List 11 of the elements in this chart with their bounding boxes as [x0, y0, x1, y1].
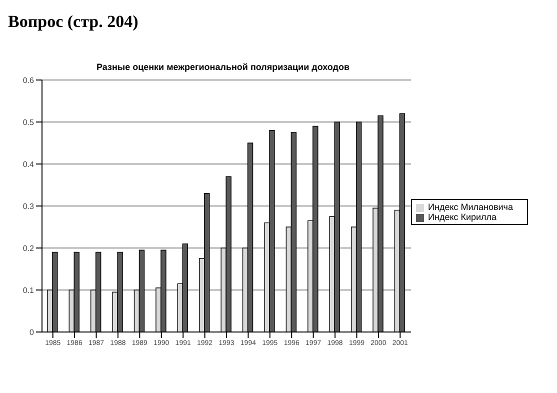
- y-tick-label: 0.2: [22, 244, 35, 253]
- y-tick-label: 0.5: [22, 118, 35, 127]
- y-tick-label: 0.6: [22, 76, 35, 85]
- text: Вопрос (стр. 204): [8, 11, 140, 33]
- y-tick-label: 0.4: [22, 160, 35, 169]
- chart-title: Разные оценки межрегиональной поляризации доходов: [95, 62, 351, 72]
- legend-label: Индекс Милановича: [428, 202, 513, 212]
- y-tick-label: 0.3: [22, 202, 35, 211]
- legend-label: Индекс Кирилла: [428, 212, 497, 222]
- y-tick-label: 0.1: [22, 286, 35, 295]
- y-tick-label: 0: [30, 328, 35, 337]
